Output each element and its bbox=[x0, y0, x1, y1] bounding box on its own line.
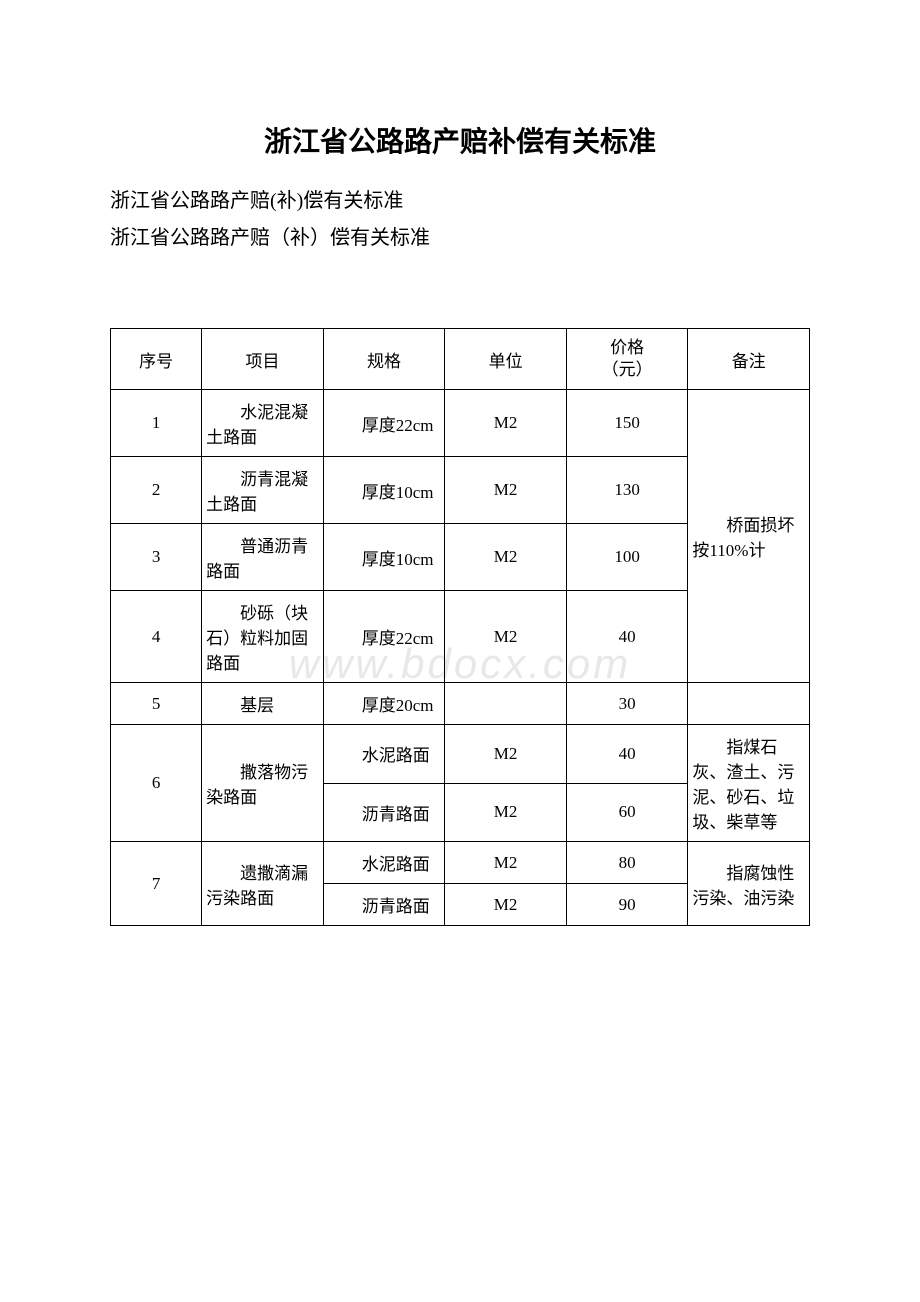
cell-spec: 水泥路面 bbox=[323, 725, 445, 784]
cell-price: 40 bbox=[566, 725, 688, 784]
cell-unit: M2 bbox=[445, 457, 567, 524]
cell-seq: 5 bbox=[111, 683, 202, 725]
cell-item: 基层 bbox=[202, 683, 324, 725]
cell-unit: M2 bbox=[445, 884, 567, 926]
cell-seq: 4 bbox=[111, 591, 202, 683]
cell-price: 150 bbox=[566, 390, 688, 457]
cell-spec: 厚度10cm bbox=[323, 524, 445, 591]
cell-price: 130 bbox=[566, 457, 688, 524]
cell-seq: 7 bbox=[111, 842, 202, 926]
cell-seq: 2 bbox=[111, 457, 202, 524]
cell-unit: M2 bbox=[445, 842, 567, 884]
header-price-line1: 价格 bbox=[610, 338, 644, 357]
cell-unit bbox=[445, 683, 567, 725]
cell-price: 30 bbox=[566, 683, 688, 725]
cell-item: 砂砾（块石）粒料加固路面 bbox=[202, 591, 324, 683]
table-header-row: 序号 项目 规格 单位 价格 （元） 备注 bbox=[111, 329, 810, 390]
cell-unit: M2 bbox=[445, 390, 567, 457]
cell-unit: M2 bbox=[445, 725, 567, 784]
table-row: 6 撒落物污染路面 水泥路面 M2 40 指煤石灰、渣土、污泥、砂石、垃圾、柴草… bbox=[111, 725, 810, 784]
header-seq: 序号 bbox=[111, 329, 202, 390]
cell-item: 沥青混凝土路面 bbox=[202, 457, 324, 524]
cell-spec: 水泥路面 bbox=[323, 842, 445, 884]
header-price: 价格 （元） bbox=[566, 329, 688, 390]
cell-note: 指煤石灰、渣土、污泥、砂石、垃圾、柴草等 bbox=[688, 725, 810, 842]
document-content: 浙江省公路路产赔补偿有关标准 浙江省公路路产赔(补)偿有关标准 浙江省公路路产赔… bbox=[110, 120, 810, 926]
cell-spec: 厚度22cm bbox=[323, 591, 445, 683]
cell-price: 80 bbox=[566, 842, 688, 884]
cell-note-merged: 桥面损坏按110%计 bbox=[688, 390, 810, 683]
table-row: 7 遗撒滴漏污染路面 水泥路面 M2 80 指腐蚀性污染、油污染 bbox=[111, 842, 810, 884]
header-unit: 单位 bbox=[445, 329, 567, 390]
cell-price: 90 bbox=[566, 884, 688, 926]
cell-note bbox=[688, 683, 810, 725]
cell-unit: M2 bbox=[445, 524, 567, 591]
page-title: 浙江省公路路产赔补偿有关标准 bbox=[110, 120, 810, 160]
table-row: 5 基层 厚度20cm 30 bbox=[111, 683, 810, 725]
table-row: 1 水泥混凝土路面 厚度22cm M2 150 桥面损坏按110%计 bbox=[111, 390, 810, 457]
compensation-table: 序号 项目 规格 单位 价格 （元） 备注 1 水泥混凝土路面 厚度22cm M… bbox=[110, 328, 810, 926]
cell-seq: 3 bbox=[111, 524, 202, 591]
cell-spec: 沥青路面 bbox=[323, 783, 445, 842]
cell-unit: M2 bbox=[445, 783, 567, 842]
cell-note: 指腐蚀性污染、油污染 bbox=[688, 842, 810, 926]
cell-seq: 1 bbox=[111, 390, 202, 457]
header-price-line2: （元） bbox=[602, 360, 653, 379]
cell-price: 60 bbox=[566, 783, 688, 842]
cell-price: 100 bbox=[566, 524, 688, 591]
cell-spec: 厚度20cm bbox=[323, 683, 445, 725]
cell-item: 水泥混凝土路面 bbox=[202, 390, 324, 457]
cell-spec: 厚度22cm bbox=[323, 390, 445, 457]
header-item: 项目 bbox=[202, 329, 324, 390]
header-note: 备注 bbox=[688, 329, 810, 390]
cell-item: 普通沥青路面 bbox=[202, 524, 324, 591]
subtitle-1: 浙江省公路路产赔(补)偿有关标准 bbox=[110, 184, 810, 213]
cell-unit: M2 bbox=[445, 591, 567, 683]
cell-spec: 沥青路面 bbox=[323, 884, 445, 926]
cell-item: 遗撒滴漏污染路面 bbox=[202, 842, 324, 926]
subtitle-2: 浙江省公路路产赔（补）偿有关标准 bbox=[110, 221, 810, 250]
cell-item: 撒落物污染路面 bbox=[202, 725, 324, 842]
cell-spec: 厚度10cm bbox=[323, 457, 445, 524]
header-spec: 规格 bbox=[323, 329, 445, 390]
cell-seq: 6 bbox=[111, 725, 202, 842]
spacer bbox=[110, 258, 810, 318]
cell-price: 40 bbox=[566, 591, 688, 683]
